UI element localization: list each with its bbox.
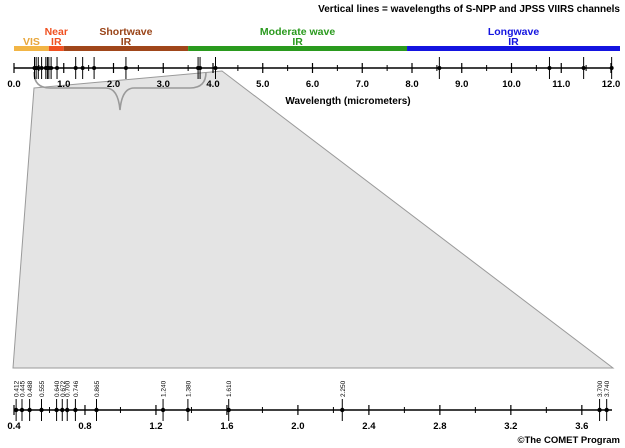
- zoom-channel-marker: [39, 407, 44, 413]
- channel-marker: [581, 66, 586, 70]
- zoom-tick-label: 0.4: [7, 421, 21, 432]
- zoom-channel-marker: [65, 407, 70, 413]
- top-tick-label: 7.0: [356, 79, 369, 90]
- zoom-channel-label: 0.700: [65, 380, 72, 397]
- channel-marker: [123, 66, 128, 70]
- band-segment-2: [63, 46, 189, 51]
- zoom-channel-label: 0.746: [73, 380, 80, 397]
- zoom-channel-label: 0.672: [60, 380, 67, 397]
- top-tick-label: 5.0: [256, 79, 269, 90]
- band-label-4: Longwave IR: [488, 26, 540, 48]
- zoom-channel-marker: [340, 407, 345, 413]
- top-tick-label: 10.0: [502, 79, 521, 90]
- zoom-channel-marker: [226, 407, 231, 413]
- zoom-tick-label: 0.8: [78, 421, 91, 432]
- zoom-channel-label: 1.240: [161, 380, 168, 397]
- zoom-channel-label: 0.555: [39, 380, 46, 397]
- channel-marker: [36, 66, 41, 70]
- zoom-channel-label: 3.740: [604, 380, 611, 397]
- zoom-wedge: [12, 70, 615, 369]
- zoom-channel-label: 0.865: [94, 380, 101, 397]
- zoom-channel-label: 2.250: [340, 380, 347, 397]
- channel-marker: [213, 66, 218, 70]
- zoom-channel-label: 0.412: [14, 380, 21, 397]
- top-wavelength-axis: 0.0 1.0 2.0 3.0 4.0 5.0 6.0 7.0 8.0 9.0 10.0 11.0 12…: [7, 57, 620, 90]
- zoom-channel-marker: [94, 407, 99, 413]
- zoom-channel-marker: [185, 407, 191, 413]
- top-tick-label: 4.0: [206, 79, 219, 90]
- zoom-channel-marker: [13, 407, 19, 413]
- channel-marker: [55, 66, 60, 70]
- channel-marker: [609, 66, 614, 70]
- channel-marker: [80, 66, 85, 70]
- channel-marker: [92, 66, 97, 70]
- top-tick-label: 12.0: [602, 79, 621, 90]
- zoom-channel-marker: [19, 407, 25, 413]
- zoom-channel-label: 3.700: [597, 380, 604, 397]
- zoom-channel-label: 0.640: [54, 380, 61, 397]
- zoom-channel-marker: [60, 407, 65, 413]
- top-tick-label: 9.0: [455, 79, 468, 90]
- zoom-channel-marker: [54, 407, 59, 413]
- spectral-band-labels: VIS Near IR Shortwave IR Moderate wave IR Longw…: [23, 26, 539, 48]
- channel-marker: [73, 66, 78, 70]
- band-label-2: Shortwave IR: [99, 26, 152, 48]
- band-label-3: Moderate wave IR: [260, 26, 335, 48]
- zoom-channel-marker: [27, 407, 32, 413]
- channel-marker: [198, 66, 203, 70]
- channel-marker: [547, 66, 552, 70]
- band-label-0: VIS: [23, 36, 40, 48]
- zoom-channel-marker: [597, 407, 602, 413]
- channel-marker: [39, 66, 44, 70]
- zoom-tick-label: 2.4: [362, 421, 376, 432]
- channel-marker: [437, 66, 442, 70]
- zoom-tick-label: 1.2: [149, 421, 162, 432]
- band-segment-1: [48, 46, 64, 51]
- zoom-channel-marker: [160, 407, 166, 413]
- zoom-tick-label: 2.0: [291, 421, 304, 432]
- zoom-channel-label: 0.488: [27, 380, 34, 397]
- copyright-text: ©The COMET Program: [517, 435, 620, 446]
- top-tick-label: 1.0: [57, 79, 70, 90]
- spectral-band-bar: [14, 46, 620, 51]
- top-tick-label: 8.0: [405, 79, 418, 90]
- top-tick-label: 6.0: [306, 79, 319, 90]
- band-segment-3: [188, 46, 408, 51]
- top-tick-label: 2.0: [107, 79, 120, 90]
- zoom-channel-marker: [73, 407, 78, 413]
- zoom-channel-label: 1.610: [226, 380, 233, 397]
- zoom-tick-label: 3.2: [504, 421, 517, 432]
- zoom-channel-marker: [604, 407, 609, 413]
- zoom-channel-label: 1.380: [185, 380, 192, 397]
- band-segment-0: [14, 46, 49, 51]
- zoom-tick-label: 3.6: [575, 421, 588, 432]
- top-tick-label: 0.0: [7, 79, 20, 90]
- top-tick-label: 11.0: [552, 79, 570, 90]
- zoom-tick-label: 1.6: [220, 421, 233, 432]
- channel-marker: [49, 66, 54, 70]
- band-label-1: Near IR: [45, 26, 68, 48]
- diagram-title: Vertical lines = wavelengths of S-NPP an…: [318, 4, 620, 15]
- top-tick-label: 3.0: [157, 79, 170, 90]
- zoom-tick-label: 2.8: [433, 421, 446, 432]
- zoom-brace: [33, 71, 207, 111]
- zoom-channel-label: 0.445: [19, 380, 26, 397]
- axis-title: Wavelength (micrometers): [285, 96, 410, 107]
- band-segment-4: [407, 46, 620, 51]
